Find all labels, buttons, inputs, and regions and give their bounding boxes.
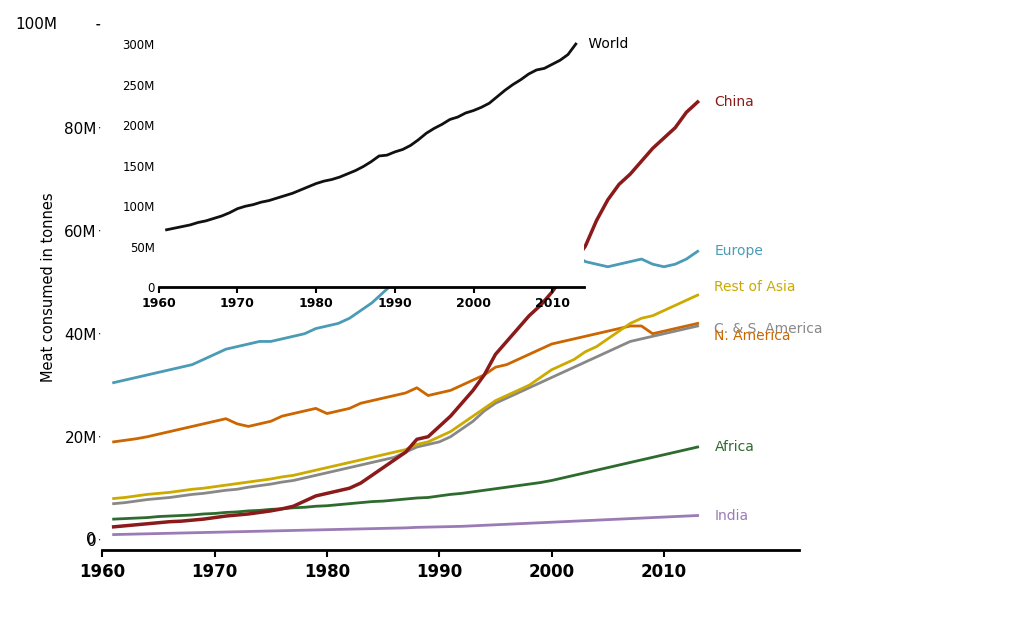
Text: Europe: Europe (715, 244, 763, 258)
Text: 100M: 100M (15, 17, 57, 32)
Text: N. America: N. America (715, 329, 791, 343)
Text: China: China (715, 95, 755, 109)
Text: Rest of Asia: Rest of Asia (715, 281, 796, 294)
Y-axis label: Meat consumed in tonnes: Meat consumed in tonnes (41, 193, 56, 382)
Text: C. & S. America: C. & S. America (715, 321, 823, 336)
Text: 0: 0 (86, 532, 95, 547)
Text: World: World (584, 37, 628, 51)
Text: Africa: Africa (715, 440, 755, 454)
Text: India: India (715, 509, 749, 522)
